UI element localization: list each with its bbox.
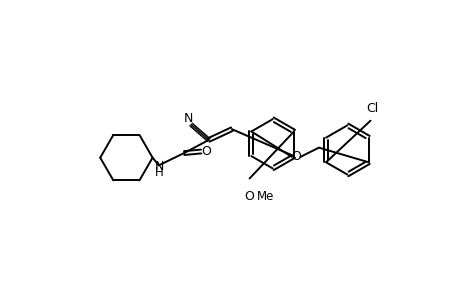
Text: Cl: Cl: [365, 102, 377, 115]
Text: N: N: [155, 160, 164, 172]
Text: O: O: [201, 145, 211, 158]
Text: O: O: [244, 190, 254, 203]
Text: N: N: [183, 112, 192, 125]
Text: O: O: [291, 150, 301, 164]
Text: H: H: [155, 166, 163, 179]
Text: Me: Me: [256, 190, 273, 203]
